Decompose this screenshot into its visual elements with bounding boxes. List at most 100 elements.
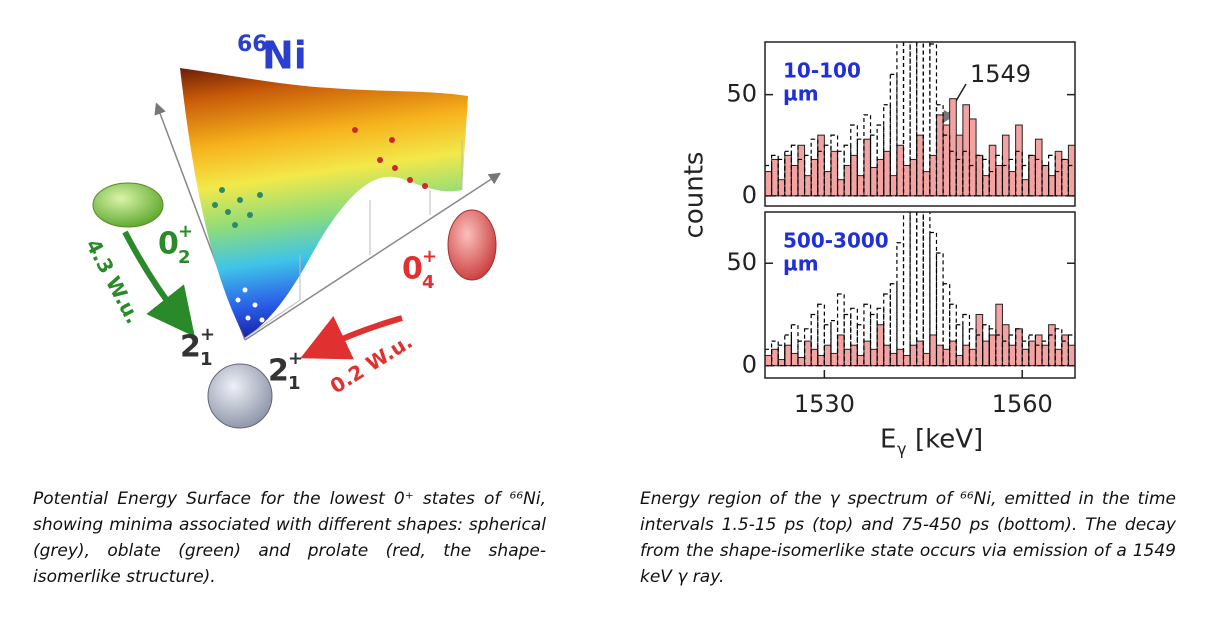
bar	[903, 354, 911, 367]
bar	[863, 340, 872, 367]
time-label: µm	[783, 252, 819, 276]
bar	[837, 179, 845, 197]
bar	[1067, 144, 1075, 197]
bar	[797, 357, 806, 367]
bar	[962, 344, 970, 367]
y-tick-label: 50	[726, 248, 757, 276]
bar	[1061, 158, 1069, 197]
bar	[949, 340, 957, 367]
dashed-bar	[1008, 158, 1017, 197]
bar	[922, 171, 931, 197]
dashed-bar	[810, 313, 819, 367]
dashed-bar	[883, 104, 891, 197]
dashed-bar	[955, 158, 964, 197]
bar	[942, 348, 951, 367]
dashed-bar	[982, 324, 990, 367]
points-white	[235, 287, 265, 323]
dashed-bar	[975, 154, 984, 197]
bar	[1048, 175, 1056, 197]
dashed-bar	[869, 313, 878, 367]
dashed-bar	[843, 144, 852, 197]
dashed-bar	[889, 73, 898, 197]
dashed-bar	[770, 154, 779, 197]
y-axis-label: counts	[680, 152, 710, 239]
bar	[962, 104, 970, 197]
state-index: 4	[422, 272, 435, 293]
bar	[843, 165, 852, 197]
nucleus-symbol: Ni	[262, 34, 307, 78]
bar	[988, 144, 997, 197]
bar	[1008, 171, 1017, 197]
bar	[850, 154, 858, 197]
bar	[968, 118, 977, 197]
bar	[1034, 334, 1043, 367]
dashed-bar	[823, 324, 832, 367]
bar	[889, 175, 898, 197]
bar	[1054, 150, 1063, 197]
dashed-bar	[1048, 154, 1056, 197]
bar	[988, 334, 997, 367]
energy-surface	[180, 68, 468, 338]
peak-annotation: 1549	[970, 60, 1031, 88]
y-tick-label: 0	[742, 351, 757, 379]
pes-diagram: 66 Ni 0 + 2 0 + 4 2 + 1 2 + 1 4.3 W.u. 0…	[81, 32, 502, 429]
y-tick-label: 0	[742, 181, 757, 209]
nucleus-mass: 66	[237, 32, 268, 57]
dashed-bar	[889, 283, 898, 367]
dashed-bar	[1067, 334, 1075, 367]
points-red	[352, 127, 428, 189]
state-spin: 0	[402, 252, 423, 287]
green-state: 0 + 2	[158, 221, 193, 268]
axis-arrow	[244, 172, 502, 341]
state-spin: 2	[268, 354, 289, 389]
bar	[916, 340, 924, 367]
bar	[804, 175, 812, 197]
bar	[856, 354, 865, 367]
state-spin: 0	[158, 227, 179, 262]
bar	[784, 154, 792, 197]
bar	[916, 134, 924, 197]
dashed-bar	[968, 164, 977, 197]
bar	[929, 334, 937, 367]
bar	[876, 158, 885, 197]
bar	[777, 359, 786, 367]
dashed-bar	[770, 340, 779, 367]
bar	[1067, 344, 1075, 367]
bar	[830, 352, 839, 367]
dashed-bar	[863, 303, 872, 367]
bar	[837, 334, 845, 367]
dashed-bar	[982, 158, 990, 197]
y-tick-label: 50	[726, 80, 757, 108]
dashed-bar	[777, 344, 786, 367]
bar	[1041, 165, 1050, 197]
bar	[765, 171, 773, 197]
dashed-bar	[1015, 328, 1023, 367]
dashed-bar	[962, 313, 971, 367]
dashed-bar	[843, 313, 852, 367]
dashed-bar	[790, 144, 799, 197]
bar	[1048, 324, 1056, 367]
bar	[784, 344, 792, 367]
dashed-bar	[922, 42, 931, 197]
left-caption: Potential Energy Surface for the lowest …	[33, 489, 546, 587]
dashed-bar	[1054, 328, 1063, 367]
bar	[1054, 348, 1063, 367]
dashed-bar	[1061, 340, 1070, 367]
bar	[850, 344, 858, 367]
bar	[856, 175, 865, 197]
bar	[949, 98, 957, 197]
dashed-bar	[856, 324, 865, 367]
dashed-bar	[988, 328, 997, 367]
bar	[883, 150, 891, 197]
bar	[896, 144, 905, 197]
dashed-bar	[765, 164, 773, 197]
bar	[935, 114, 944, 197]
dashed-bar	[916, 212, 924, 367]
bar	[896, 348, 905, 367]
bar	[1041, 344, 1050, 367]
dashed-bar	[797, 340, 806, 367]
bar	[909, 158, 918, 197]
bar	[1034, 138, 1043, 197]
